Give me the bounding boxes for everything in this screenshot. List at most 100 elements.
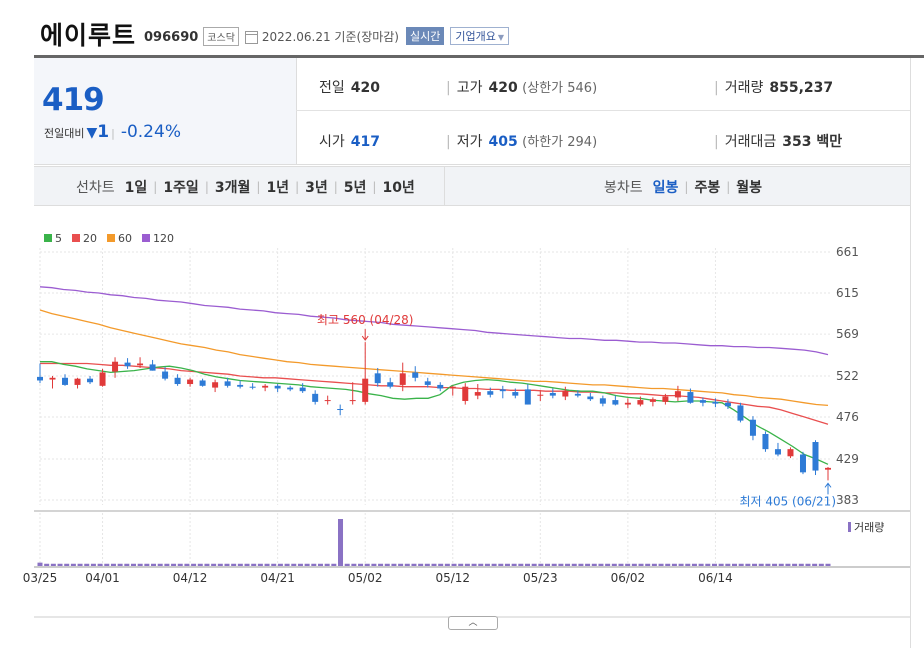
tab-separator: | bbox=[256, 180, 261, 194]
volume-bar bbox=[411, 563, 417, 566]
volume-bar bbox=[478, 563, 484, 566]
volume-bar bbox=[291, 563, 297, 566]
candle-body bbox=[299, 387, 306, 392]
candle-body bbox=[387, 382, 394, 387]
line-period-tab-0[interactable]: 1일 bbox=[124, 180, 148, 196]
line-period-tab-1[interactable]: 1주일 bbox=[163, 180, 199, 196]
change-amount: 1 bbox=[97, 122, 110, 142]
volume-bar bbox=[798, 563, 804, 566]
legend-label-120: 120 bbox=[153, 232, 174, 245]
volume-bar bbox=[685, 563, 691, 566]
candle-body bbox=[499, 389, 506, 392]
volume-bar bbox=[631, 563, 637, 566]
candle-body bbox=[674, 391, 681, 398]
volume-bar bbox=[738, 563, 744, 566]
volume-bar bbox=[304, 563, 310, 566]
candle-body bbox=[825, 467, 831, 470]
x-tick-label: 04/12 bbox=[173, 571, 208, 585]
high-price: | 고가 420 (상한가 546) bbox=[446, 77, 597, 97]
chart-legend: 5 20 60 120 bbox=[44, 232, 174, 245]
volume-bar bbox=[384, 563, 390, 566]
legend-swatch-120 bbox=[142, 234, 150, 242]
volume-bar bbox=[518, 563, 524, 566]
volume-bar bbox=[725, 563, 731, 566]
prev-close-value: 420 bbox=[350, 80, 380, 96]
volume-bar bbox=[110, 563, 116, 566]
volume-bar bbox=[444, 563, 450, 566]
volume-bar bbox=[130, 563, 136, 566]
volume-bar bbox=[57, 563, 63, 566]
volume-bar bbox=[184, 563, 190, 566]
prev-close: 전일 420 bbox=[319, 77, 380, 97]
volume-bar bbox=[317, 563, 323, 566]
volume-bar bbox=[752, 563, 758, 566]
volume-bar bbox=[458, 563, 464, 566]
candle-body bbox=[687, 392, 694, 403]
candle-body bbox=[49, 377, 56, 380]
volume-bar bbox=[331, 563, 337, 566]
volume-bar bbox=[778, 563, 784, 566]
candle-body bbox=[699, 400, 706, 403]
line-period-tab-2[interactable]: 3개월 bbox=[214, 180, 251, 196]
company-info-dropdown[interactable]: 기업개요 ▼ bbox=[450, 27, 510, 45]
volume-bar bbox=[257, 563, 263, 566]
candle-period-tab-2[interactable]: 월봉 bbox=[736, 180, 763, 196]
chevron-up-icon: ︿ bbox=[468, 618, 478, 628]
candle-period-tab-0[interactable]: 일봉 bbox=[652, 180, 679, 196]
volume-bar bbox=[598, 563, 604, 566]
candle-body bbox=[737, 405, 744, 421]
candle-body bbox=[199, 380, 206, 386]
candle-chart-group: 봉차트 일봉 | 주봉 | 월봉 bbox=[604, 177, 762, 197]
volume-bar bbox=[464, 563, 470, 566]
volume-bar bbox=[524, 563, 530, 566]
volume-bar bbox=[504, 563, 510, 566]
volume-bar bbox=[378, 563, 384, 566]
volume-bar bbox=[625, 563, 631, 566]
candle-period-tab-1[interactable]: 주봉 bbox=[694, 180, 721, 196]
volume-bar bbox=[772, 563, 778, 566]
volume-bar bbox=[144, 563, 150, 566]
legend-label-20: 20 bbox=[83, 232, 97, 245]
line-period-tab-3[interactable]: 1년 bbox=[266, 180, 290, 196]
volume-bar bbox=[37, 562, 43, 566]
price-change: 전일대비 ▼1 | -0.24% bbox=[44, 122, 181, 142]
x-tick-label: 04/01 bbox=[85, 571, 120, 585]
ma120-line bbox=[39, 286, 829, 356]
legend-label-60: 60 bbox=[118, 232, 132, 245]
volume-bar bbox=[471, 563, 477, 566]
line-period-tab-5[interactable]: 5년 bbox=[343, 180, 367, 196]
volume-bar bbox=[197, 563, 203, 566]
candle-body bbox=[324, 400, 331, 402]
volume-bar bbox=[651, 563, 657, 566]
volume-bar bbox=[571, 563, 577, 566]
volume-bar bbox=[324, 563, 330, 566]
volume-bar bbox=[451, 563, 457, 566]
candle-body bbox=[112, 361, 119, 372]
realtime-button[interactable]: 실시간 bbox=[406, 27, 445, 45]
low-label: 저가 bbox=[456, 134, 483, 150]
volume-bar bbox=[77, 563, 83, 566]
collapse-button[interactable]: ︿ bbox=[448, 616, 498, 630]
amount-label: 거래대금 bbox=[724, 134, 777, 150]
trade-amount: | 거래대금 353 백만 bbox=[714, 131, 842, 151]
volume-bar bbox=[404, 563, 410, 566]
volume-bar bbox=[191, 563, 197, 566]
line-period-tab-6[interactable]: 10년 bbox=[382, 180, 415, 196]
low-annotation: 최저 405 (06/21) bbox=[739, 494, 836, 508]
tab-separator: | bbox=[204, 180, 209, 194]
volume-bar bbox=[204, 563, 210, 566]
volume-bar bbox=[151, 563, 157, 566]
volume-bar bbox=[551, 563, 557, 566]
high-annotation: 최고 560 (04/28) bbox=[317, 313, 414, 327]
candle-body bbox=[587, 396, 594, 400]
volume-bar bbox=[104, 563, 110, 566]
volume-bar bbox=[124, 563, 130, 566]
volume-bar bbox=[424, 563, 430, 566]
tab-separator: | bbox=[295, 180, 300, 194]
line-period-tab-4[interactable]: 3년 bbox=[305, 180, 328, 196]
candle-body bbox=[187, 379, 194, 385]
volume-legend: 거래량 bbox=[848, 519, 884, 535]
volume-bar bbox=[364, 563, 370, 566]
volume-bar bbox=[224, 563, 230, 566]
